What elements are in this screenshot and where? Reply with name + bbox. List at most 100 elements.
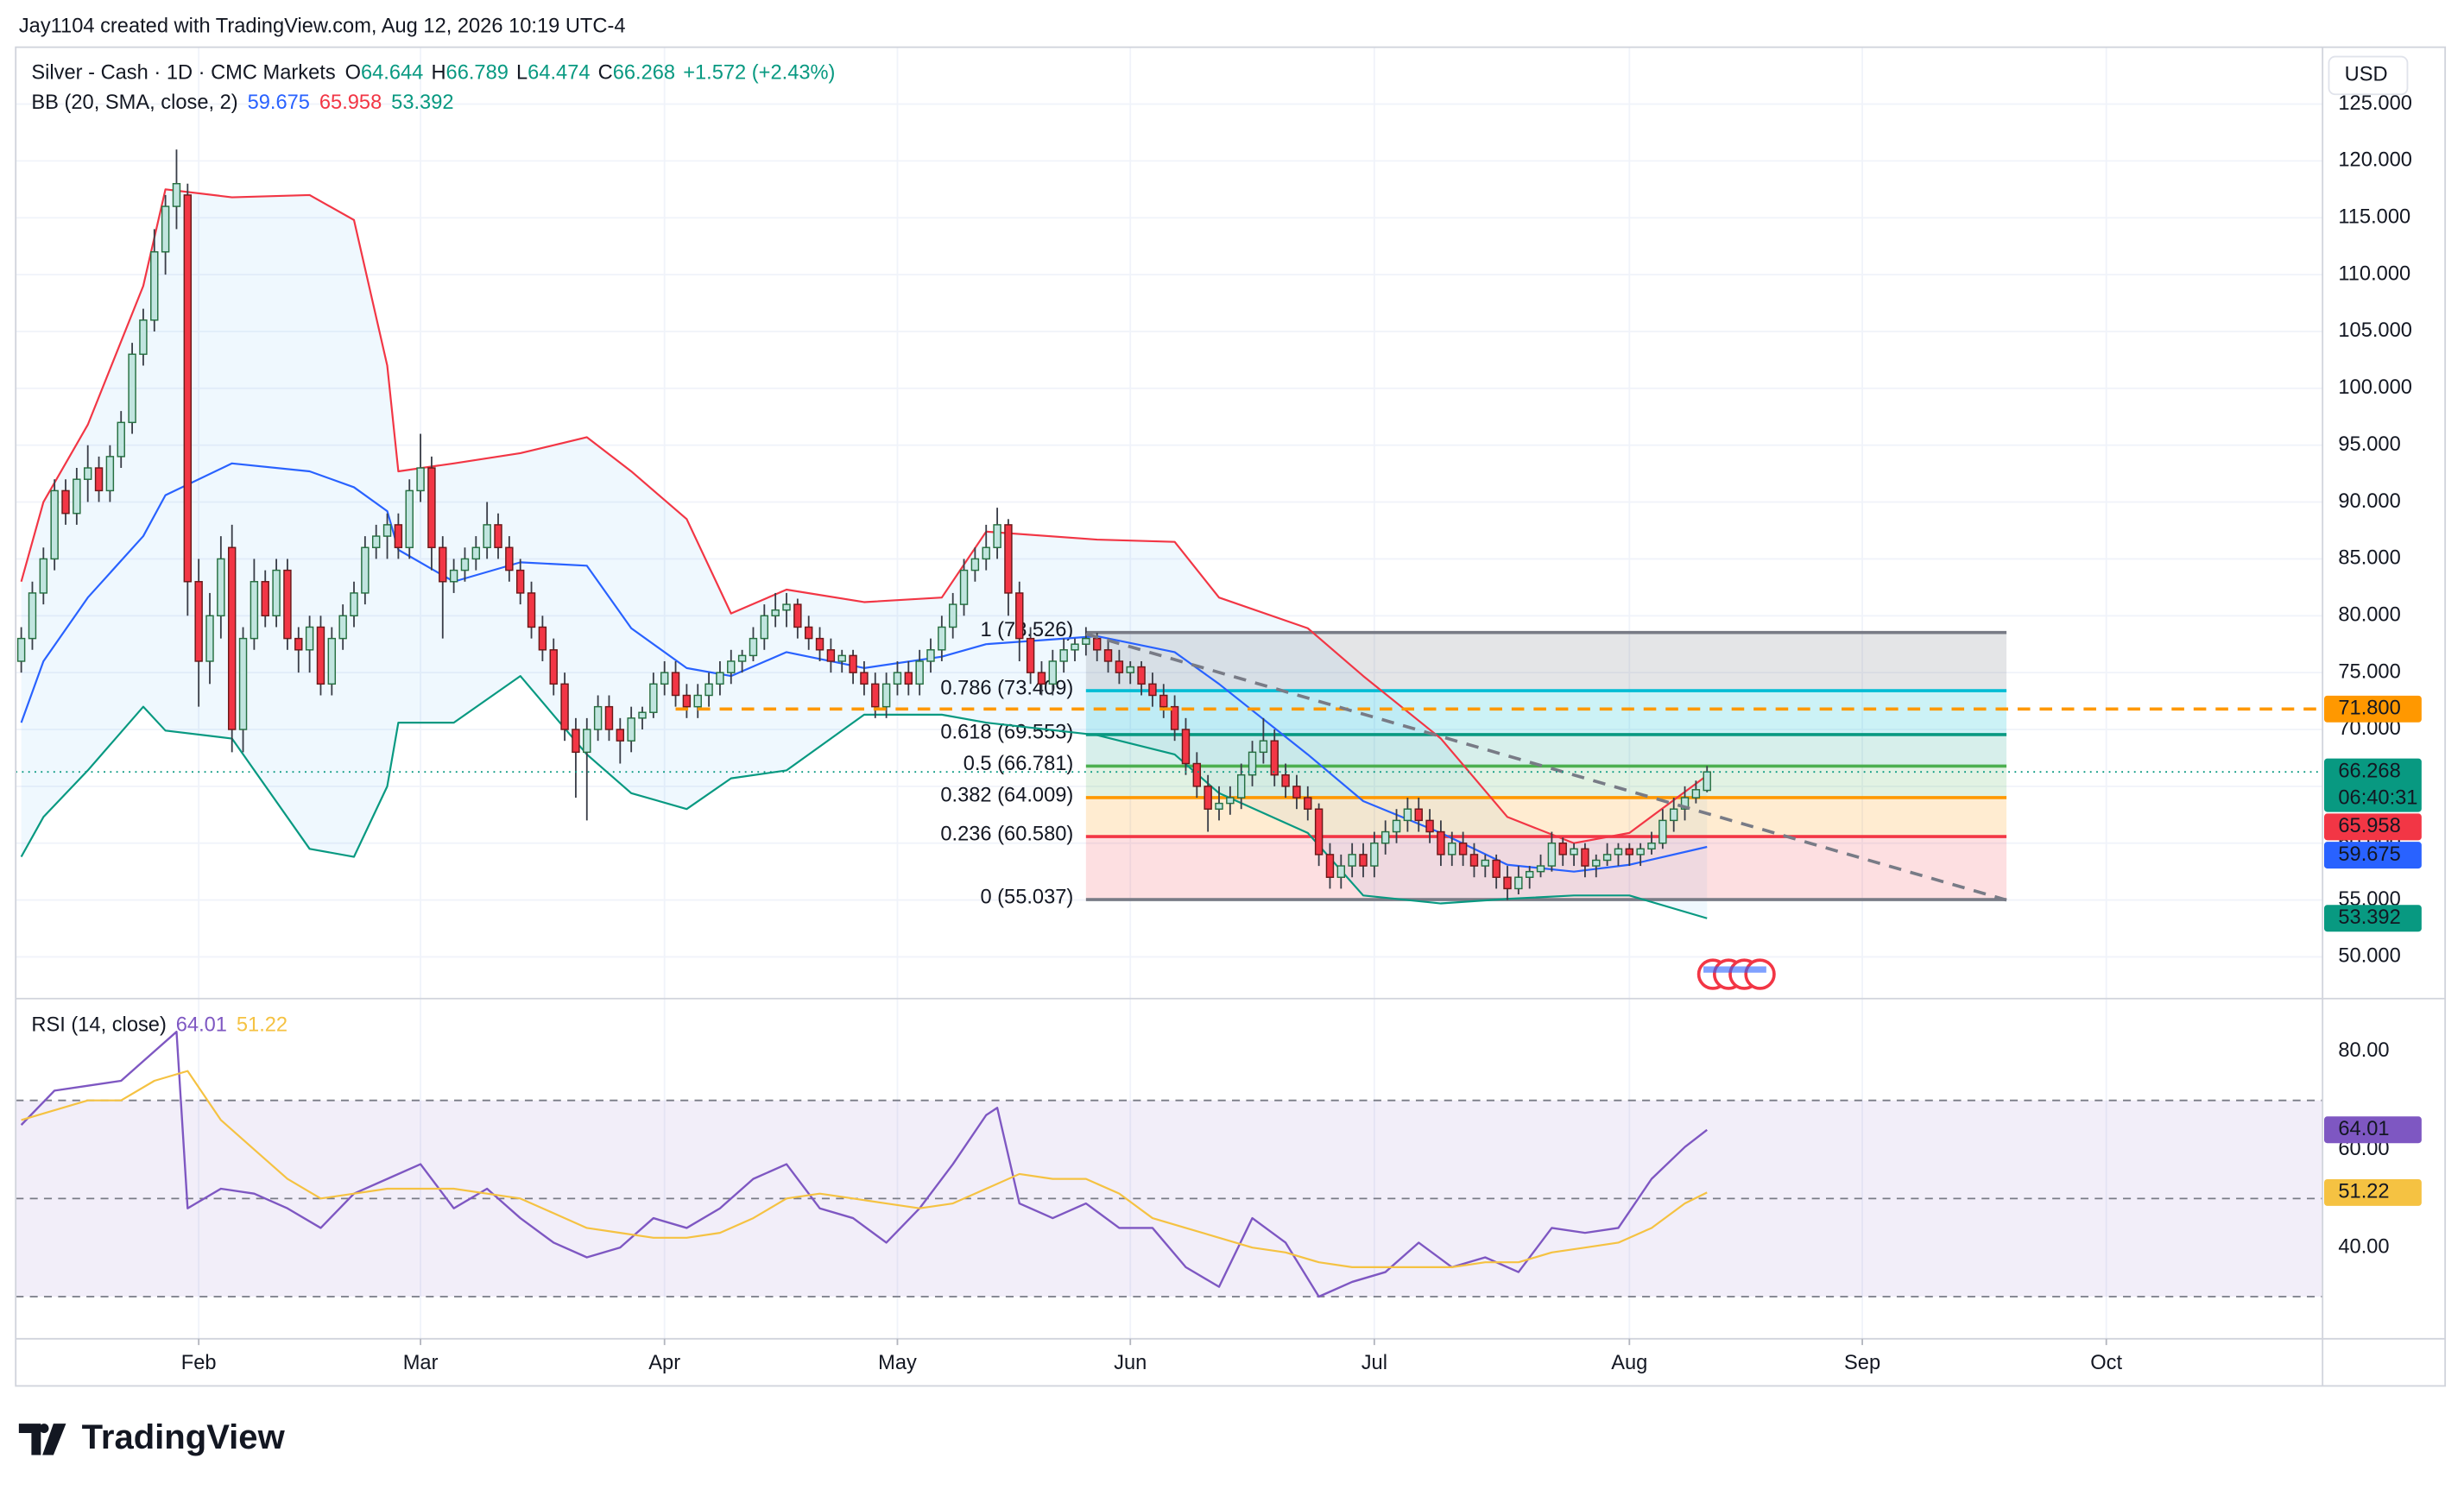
candle-tint xyxy=(1648,843,1655,849)
candle-body xyxy=(261,581,269,617)
candle-body xyxy=(416,467,425,492)
price-tag xyxy=(2324,842,2422,869)
candle-body xyxy=(1159,694,1168,708)
candle-body xyxy=(1414,808,1423,822)
candle-body xyxy=(73,478,81,515)
candle-body xyxy=(94,467,104,492)
candle-body xyxy=(194,581,203,662)
y-tick-label: 95.000 xyxy=(2338,433,2400,456)
candle-body xyxy=(660,672,669,685)
rsi-tick-label: 80.00 xyxy=(2338,1039,2389,1062)
candle-tint xyxy=(1570,849,1578,855)
currency-button[interactable] xyxy=(2328,55,2409,96)
bb-basis-value: 59.675 xyxy=(248,92,310,114)
indicator-name: BB (20, SMA, close, 2) xyxy=(31,92,237,114)
candle-tint xyxy=(1049,660,1057,685)
candle-body xyxy=(704,683,713,697)
candle-tint xyxy=(472,547,480,559)
candle-body xyxy=(1314,808,1324,855)
candle-tint xyxy=(982,547,990,559)
candle-tint xyxy=(161,206,169,252)
candle-tint xyxy=(106,456,114,491)
fib-label: 0.236 (60.580) xyxy=(940,824,1073,846)
candle-tint xyxy=(1703,772,1711,791)
candle-body xyxy=(1204,786,1212,810)
candle-body xyxy=(1192,762,1202,787)
candle-body xyxy=(394,524,403,548)
candle-body xyxy=(616,729,625,742)
candle-body xyxy=(128,353,136,424)
candle-body xyxy=(1525,870,1534,878)
candle-body xyxy=(327,637,337,685)
candle-body xyxy=(915,660,924,685)
candle-body xyxy=(1437,830,1445,855)
candle-body xyxy=(338,615,347,640)
price-tag-label: 65.958 xyxy=(2338,815,2400,837)
legend-main: Silver - Cash · 1D · CMC Markets O64.644 H… xyxy=(31,62,835,1037)
candle-tint xyxy=(328,638,336,685)
candle-body xyxy=(1536,865,1545,873)
candle-body xyxy=(1115,660,1124,673)
candle-body xyxy=(881,683,891,708)
candle-tint xyxy=(73,479,80,514)
y-tick-label: 85.000 xyxy=(2338,547,2400,570)
price-tag-label: 64.01 xyxy=(2338,1118,2389,1140)
candle-tint xyxy=(1592,860,1600,867)
candle-tint xyxy=(705,684,713,696)
candle-body xyxy=(217,558,225,617)
candle-body xyxy=(815,637,824,651)
candle-tint xyxy=(1637,849,1645,855)
candle-tint xyxy=(1537,866,1545,872)
candle-body xyxy=(727,660,736,673)
axis-layer: FebMarAprMayJunJulAugSepOct50.00055.0006… xyxy=(181,92,2422,1374)
candle-tint xyxy=(383,524,391,537)
flag-icon xyxy=(1744,958,1776,990)
open-value: 64.644 xyxy=(361,62,423,85)
candle-tint xyxy=(1658,820,1666,843)
candle-tint xyxy=(1681,798,1689,810)
candle-body xyxy=(105,456,115,492)
bb-line xyxy=(20,675,1708,919)
event-flags xyxy=(1696,958,1776,990)
candle-body xyxy=(1425,819,1434,833)
candle-tint xyxy=(649,684,657,713)
high-value: 66.789 xyxy=(446,62,509,85)
candle-tint xyxy=(1603,854,1611,861)
candle-tint xyxy=(960,570,968,605)
candle-body xyxy=(993,524,1001,548)
candle-tint xyxy=(882,684,890,707)
candle-body xyxy=(139,319,148,356)
candle-body xyxy=(1336,865,1346,878)
candle-body xyxy=(250,581,259,640)
currency-box[interactable]: USD xyxy=(2328,55,2409,96)
y-tick-label: 105.000 xyxy=(2338,319,2412,342)
candle-body xyxy=(39,558,48,594)
price-tag xyxy=(2324,905,2422,932)
candle-body xyxy=(849,654,857,673)
logo-icon xyxy=(18,1424,66,1455)
candle-tint xyxy=(173,183,180,207)
price-tag xyxy=(2324,1116,2422,1144)
candle-body xyxy=(1304,797,1312,810)
candle-body xyxy=(382,524,392,537)
candle-tint xyxy=(1393,820,1400,832)
candle-tint xyxy=(250,581,258,639)
candle-body xyxy=(1636,848,1645,855)
credit: Jay1104 created with TradingView.com, Au… xyxy=(19,15,626,37)
candle-tint xyxy=(461,559,469,571)
price-tag-label: 53.392 xyxy=(2338,906,2400,929)
candle-body xyxy=(515,569,525,594)
rsi-value: 64.01 xyxy=(176,1014,227,1037)
ohlc-label: L xyxy=(516,62,528,85)
candle-body xyxy=(316,626,325,685)
candle-body xyxy=(1248,751,1257,776)
price-tag-label: 71.800 xyxy=(2338,698,2400,720)
candle-tint xyxy=(1482,860,1489,867)
candle-tint xyxy=(927,649,934,661)
candle-tint xyxy=(206,616,213,661)
candle-tint xyxy=(28,592,36,639)
fib-label: 0.382 (64.009) xyxy=(940,784,1073,806)
candle-body xyxy=(793,603,802,628)
candle-tint xyxy=(483,524,491,548)
bb-legend: BB (20, SMA, close, 2) 59.675 65.958 53.392 xyxy=(31,92,453,114)
